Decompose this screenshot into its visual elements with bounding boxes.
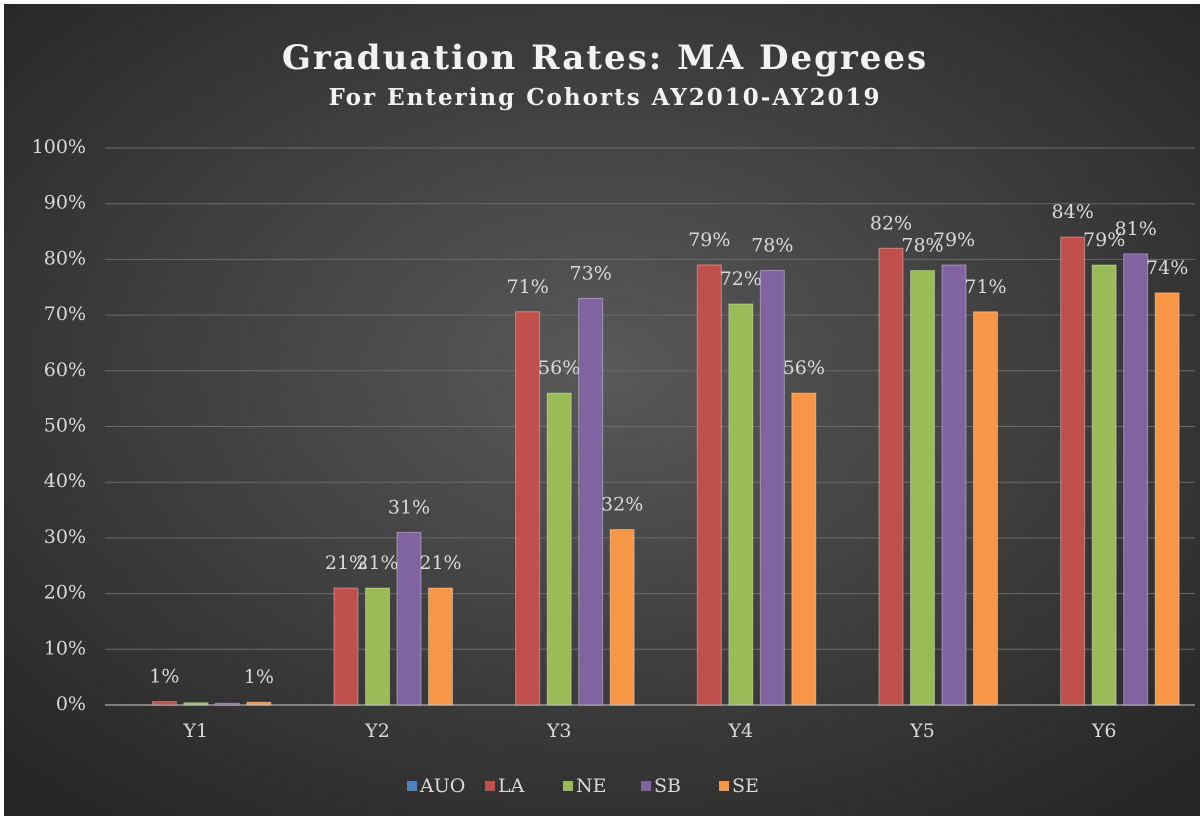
bar: [515, 311, 541, 706]
data-label: 21%: [419, 552, 461, 574]
data-label: 71%: [507, 276, 549, 298]
y-tick-label: 20%: [44, 582, 86, 604]
legend-swatch: [719, 781, 729, 791]
chart-subtitle: For Entering Cohorts AY2010-AY2019: [329, 84, 882, 111]
bar: [365, 587, 390, 706]
bar: [1091, 264, 1117, 706]
bar: [973, 311, 998, 706]
x-tick-label: Y6: [1091, 720, 1117, 742]
bar: [759, 270, 785, 706]
y-tick-label: 40%: [44, 470, 86, 492]
x-tick-label: Y1: [183, 720, 209, 742]
y-tick-label: 60%: [44, 359, 86, 381]
bar: [214, 702, 240, 706]
bar: [728, 303, 754, 706]
legend-label: NE: [576, 775, 607, 797]
bar: [578, 297, 604, 706]
bar: [1154, 292, 1180, 706]
data-label: 21%: [356, 552, 398, 574]
legend-swatch: [641, 781, 651, 791]
data-label: 73%: [570, 262, 612, 284]
data-label: 84%: [1052, 201, 1094, 223]
data-label: 72%: [720, 268, 762, 290]
legend-label: AUO: [419, 775, 465, 797]
y-tick-label: 70%: [44, 303, 86, 325]
data-label: 56%: [783, 357, 825, 379]
x-tick-label: Y5: [909, 720, 935, 742]
x-tick-label: Y3: [546, 720, 572, 742]
bar: [151, 701, 177, 706]
data-label: 79%: [688, 229, 730, 251]
legend-swatch: [485, 781, 495, 791]
data-label: 1%: [244, 666, 274, 688]
data-label: 78%: [901, 235, 943, 257]
y-tick-label: 10%: [44, 637, 86, 659]
bar: [183, 702, 209, 706]
bar: [941, 264, 967, 706]
bar: [1123, 253, 1149, 706]
bar: [396, 531, 422, 706]
bar: [546, 392, 572, 706]
data-label: 74%: [1146, 257, 1188, 279]
data-label: 32%: [601, 494, 643, 516]
legend-swatch: [407, 781, 417, 791]
chart-title: Graduation Rates: MA Degrees: [282, 38, 928, 78]
y-tick-label: 90%: [44, 192, 86, 214]
x-tick-label: Y2: [364, 720, 390, 742]
data-label: 79%: [933, 229, 975, 251]
bar: [878, 247, 904, 706]
bar: [791, 392, 817, 706]
data-label: 82%: [870, 212, 912, 234]
bar: [333, 587, 359, 706]
y-tick-label: 0%: [56, 693, 86, 715]
legend-label: LA: [498, 775, 525, 797]
legend-label: SE: [732, 775, 759, 797]
y-tick-label: 30%: [44, 526, 86, 548]
data-label: 1%: [149, 666, 179, 688]
y-tick-label: 100%: [32, 136, 86, 158]
data-label: 71%: [964, 276, 1006, 298]
data-label: 78%: [751, 235, 793, 257]
x-tick-label: Y4: [728, 720, 754, 742]
bar: [1060, 236, 1086, 706]
bar: [246, 701, 272, 706]
bar: [609, 529, 635, 706]
bar: [696, 264, 722, 706]
data-label: 79%: [1083, 229, 1125, 251]
y-tick-label: 50%: [44, 415, 86, 437]
legend-swatch: [563, 781, 573, 791]
data-label: 21%: [325, 552, 367, 574]
y-tick-label: 80%: [44, 247, 86, 269]
data-label: 81%: [1115, 218, 1157, 240]
bar: [428, 587, 453, 706]
data-label: 56%: [538, 357, 580, 379]
legend-label: SB: [654, 775, 681, 797]
data-label: 31%: [388, 496, 430, 518]
bar: [910, 270, 935, 706]
